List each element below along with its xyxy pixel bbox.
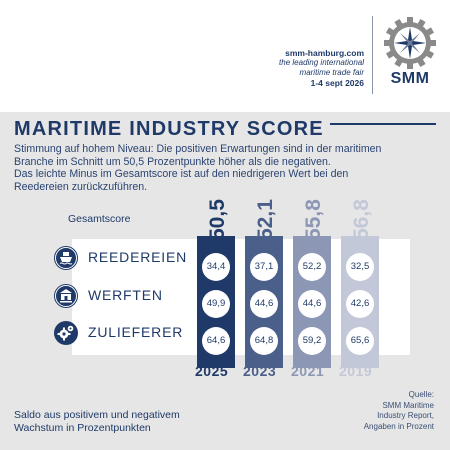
cell-2019-reedereien: 32,5 <box>346 253 374 281</box>
header-divider <box>372 16 373 94</box>
cell-2025-werften: 49,9 <box>202 290 230 318</box>
header-url[interactable]: smm-hamburg.com <box>285 48 364 58</box>
year-label-2023: 2023 <box>243 363 277 379</box>
cell-2021-reedereien: 52,2 <box>298 253 326 281</box>
source-line-2: SMM Maritime <box>382 400 434 410</box>
shipyard-icon <box>54 284 78 308</box>
cell-2019-werften: 42,6 <box>346 290 374 318</box>
year-label-2019: 2019 <box>339 363 373 379</box>
cell-2023-werften: 44,6 <box>250 290 278 318</box>
cell-2025-reedereien: 34,4 <box>202 253 230 281</box>
gears-icon <box>54 321 78 345</box>
total-score-2019: 56,8 <box>350 199 373 240</box>
ship-icon <box>54 246 78 270</box>
page-title: MARITIME INDUSTRY SCORE <box>14 118 330 140</box>
saldo-line-1: Saldo aus positivem und negativem <box>14 409 180 421</box>
total-score-2023: 52,1 <box>254 199 277 240</box>
row-reedereien: REEDEREIEN <box>54 246 204 272</box>
column-2023: 37,1 44,6 64,8 <box>245 236 283 368</box>
header-text: smm-hamburg.com the leading internationa… <box>279 48 364 88</box>
intro-text: Stimmung auf hohem Niveau: Die positiven… <box>14 143 434 193</box>
total-score-2025: 50,5 <box>206 199 229 240</box>
column-2019: 32,5 42,6 65,6 <box>341 236 379 368</box>
row-label-zulieferer: ZULIEFERER <box>88 324 184 340</box>
compass-gear-logo-icon <box>384 17 436 69</box>
source-line-3: Industry Report, <box>377 411 434 421</box>
intro-line-2: Branche im Schnitt um 50,5 Prozentpunkte… <box>14 155 331 168</box>
cell-2023-zulieferer: 64,8 <box>250 327 278 355</box>
column-2025: 34,4 49,9 64,6 <box>197 236 235 368</box>
intro-line-4: Reedereien zurückzuführen. <box>14 180 148 193</box>
total-score-2021: 55,8 <box>302 199 325 240</box>
year-label-2021: 2021 <box>291 363 325 379</box>
row-label-werften: WERFTEN <box>88 287 163 303</box>
source-line-4: Angaben in Prozent <box>363 421 434 431</box>
source-line-1: Quelle: <box>408 390 434 399</box>
logo-wordmark: SMM <box>390 70 430 87</box>
row-zulieferer: ZULIEFERER <box>54 321 204 347</box>
header: smm-hamburg.com the leading internationa… <box>0 0 450 112</box>
cell-2023-reedereien: 37,1 <box>250 253 278 281</box>
intro-line-3: Das leichte Minus im Gesamtscore ist auf… <box>14 168 349 181</box>
total-score-label: Gesamtscore <box>68 213 131 225</box>
cell-2019-zulieferer: 65,6 <box>346 327 374 355</box>
source-note: Quelle: SMM Maritime Industry Report, An… <box>364 390 434 432</box>
cell-2021-werften: 44,6 <box>298 290 326 318</box>
saldo-note: Saldo aus positivem und negativem Wachst… <box>14 409 180 434</box>
content-panel: MARITIME INDUSTRY SCORE Stimmung auf hoh… <box>0 112 450 450</box>
header-tagline-1: the leading international <box>279 58 364 67</box>
row-label-reedereien: REEDEREIEN <box>88 249 188 265</box>
column-2021: 52,2 44,6 59,2 <box>293 236 331 368</box>
cell-2021-zulieferer: 59,2 <box>298 327 326 355</box>
intro-line-1: Stimmung auf hohem Niveau: Die positiven… <box>14 143 382 155</box>
header-tagline-2: maritime trade fair <box>299 68 364 77</box>
cell-2025-zulieferer: 64,6 <box>202 327 230 355</box>
year-label-2025: 2025 <box>195 363 229 379</box>
saldo-line-2: Wachstum in Prozentpunkten <box>14 421 151 434</box>
header-dates: 1-4 sept 2026 <box>310 78 364 88</box>
row-werften: WERFTEN <box>54 284 204 310</box>
